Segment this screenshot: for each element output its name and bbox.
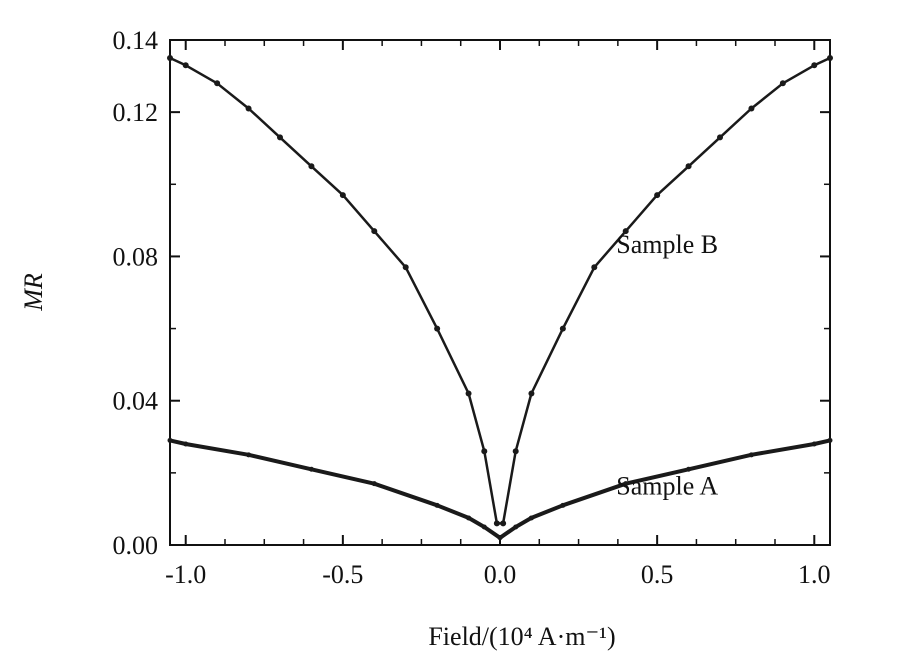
plot-frame [169,39,831,546]
data-point [779,80,786,87]
data-point [434,502,440,508]
data-point [500,520,507,527]
series-annotation: Sample B [616,230,718,259]
data-point [465,390,472,397]
data-point [560,502,566,508]
x-tick-label: -0.5 [322,560,363,589]
data-point [245,105,252,112]
data-point [308,466,314,472]
data-point [717,134,723,141]
tick-labels: 0.00 0.04 0.08 0.12 0.14 -1.0 -0.5 0.0 0.5 1.0 [113,26,831,589]
data-point [246,452,252,458]
series-sample-b [167,55,833,527]
data-point [513,524,519,530]
y-tick-label: 0.08 [113,242,159,271]
data-point [654,192,661,199]
data-point [827,55,833,62]
data-point [623,481,629,487]
data-point [497,535,503,541]
data-point [811,62,818,69]
y-tick-label: 0.00 [113,531,159,560]
data-point [183,441,189,447]
x-axis-title: Field/(10⁴ A·m⁻¹) [428,622,615,651]
data-point [686,466,692,472]
data-point [748,105,755,112]
data-point [277,134,283,141]
data-point [402,264,409,271]
x-tick-label: 1.0 [798,560,831,589]
data-point [811,441,817,447]
x-tick-label: -1.0 [165,560,206,589]
series-line [169,56,831,525]
data-point [528,515,534,521]
data-point [434,325,441,332]
axis-ticks [170,39,830,546]
data-point [308,163,315,170]
data-point [827,437,833,443]
data-point [528,390,535,397]
data-point [685,163,692,170]
data-point [493,520,500,527]
data-point [214,80,221,87]
data-point [466,515,472,521]
annotations: Sample B Sample A [616,230,718,501]
y-tick-label: 0.14 [113,26,159,55]
data-point [559,325,566,332]
data-point [167,437,173,443]
x-tick-label: 0.0 [484,560,517,589]
data-point [371,481,377,487]
data-point [339,192,346,199]
series-sample-a [167,437,833,541]
x-tick-label: 0.5 [641,560,674,589]
data-point [481,524,487,530]
data-point [371,228,378,235]
y-tick-label: 0.04 [113,387,159,416]
series-annotation: Sample A [616,472,718,501]
data-point [748,452,754,458]
data-point [622,228,629,235]
data-point [481,448,488,455]
y-tick-label: 0.12 [113,98,159,127]
data-point [167,55,173,62]
data-point [182,62,189,69]
y-axis-title: MR [19,273,48,312]
data-point [512,448,519,455]
data-point [591,264,598,271]
